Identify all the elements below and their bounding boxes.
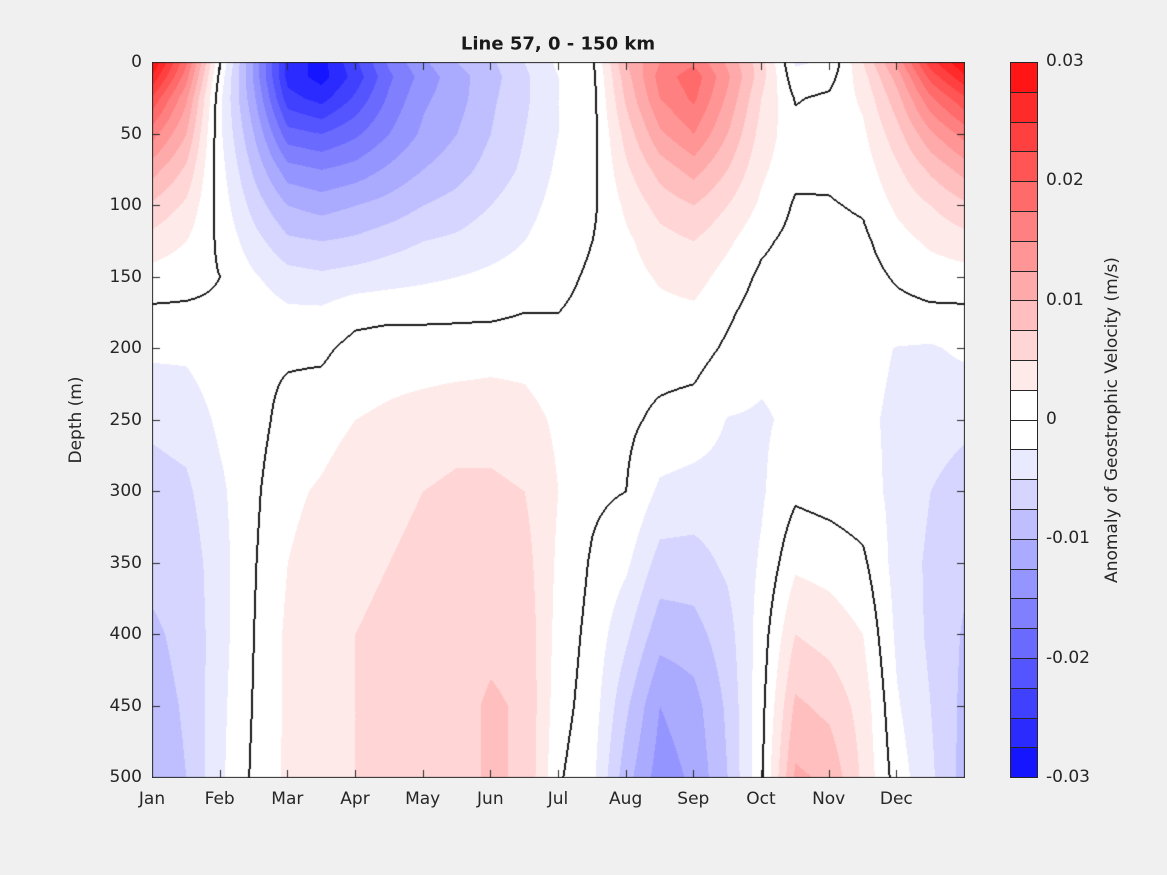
colorbar-tick-label-0: 0: [1046, 409, 1057, 429]
colorbar-label: Anomaly of Geostrophic Velocity (m/s): [1102, 257, 1122, 583]
colorbar-segment: [1011, 240, 1037, 271]
colorbar-segment: [1011, 717, 1037, 748]
x-tick-label-may: May: [405, 789, 441, 809]
colorbar-segment: [1011, 568, 1037, 599]
y-tick-label-50: 50: [120, 123, 142, 144]
colorbar-segment: [1011, 359, 1037, 390]
y-tick-label-0: 0: [131, 52, 142, 72]
colorbar-tick-label-0.01: 0.01: [1046, 289, 1084, 310]
colorbar-segment: [1011, 181, 1037, 211]
colorbar-segment: [1011, 300, 1037, 331]
colorbar-segment: [1011, 657, 1037, 688]
colorbar-segment: [1011, 598, 1037, 629]
colorbar-segment: [1011, 628, 1037, 658]
colorbar-segment: [1011, 538, 1037, 569]
colorbar-segment: [1011, 151, 1037, 182]
x-tick-label-mar: Mar: [271, 789, 304, 809]
colorbar: [1010, 62, 1038, 778]
colorbar-segment: [1011, 479, 1037, 509]
contour-plot-canvas: [152, 62, 965, 778]
colorbar-tick-label-0.02: 0.02: [1046, 170, 1084, 191]
x-tick-label-apr: Apr: [340, 789, 370, 809]
y-tick-label-250: 250: [109, 409, 142, 430]
x-tick-label-dec: Dec: [879, 789, 913, 809]
y-tick-label-400: 400: [109, 624, 142, 644]
x-tick-label-aug: Aug: [609, 789, 643, 809]
colorbar-segment: [1011, 121, 1037, 152]
colorbar-tick-label--0.02: -0.02: [1046, 647, 1090, 668]
y-tick-label-300: 300: [109, 481, 142, 501]
colorbar-segment: [1011, 747, 1037, 778]
colorbar-segment: [1011, 687, 1037, 718]
plot-title: Line 57, 0 - 150 km: [460, 33, 656, 55]
colorbar-tick-label--0.01: -0.01: [1046, 528, 1090, 549]
x-tick-label-jul: Jul: [547, 789, 569, 809]
y-tick-label-450: 450: [109, 695, 142, 716]
colorbar-segment: [1011, 419, 1037, 450]
x-tick-label-feb: Feb: [204, 789, 235, 809]
y-axis-label: Depth (m): [66, 376, 86, 464]
y-tick-label-150: 150: [109, 266, 142, 287]
colorbar-segment: [1011, 508, 1037, 539]
x-tick-label-jan: Jan: [138, 789, 166, 809]
x-tick-label-jun: Jun: [477, 789, 504, 809]
colorbar-segment: [1011, 270, 1037, 301]
colorbar-segment: [1011, 63, 1037, 92]
colorbar-tick-label-0.03: 0.03: [1046, 51, 1084, 71]
colorbar-segment: [1011, 210, 1037, 241]
y-tick-label-500: 500: [109, 767, 142, 787]
colorbar-segment: [1011, 389, 1037, 420]
x-tick-label-sep: Sep: [677, 789, 710, 809]
x-tick-label-nov: Nov: [812, 789, 846, 809]
colorbar-tick-label--0.03: -0.03: [1046, 767, 1090, 787]
colorbar-segment: [1011, 91, 1037, 122]
y-tick-label-100: 100: [109, 195, 142, 215]
colorbar-segment: [1011, 330, 1037, 360]
x-tick-label-oct: Oct: [746, 789, 776, 809]
y-tick-label-200: 200: [109, 338, 142, 358]
y-tick-label-350: 350: [109, 552, 142, 573]
colorbar-segment: [1011, 449, 1037, 480]
